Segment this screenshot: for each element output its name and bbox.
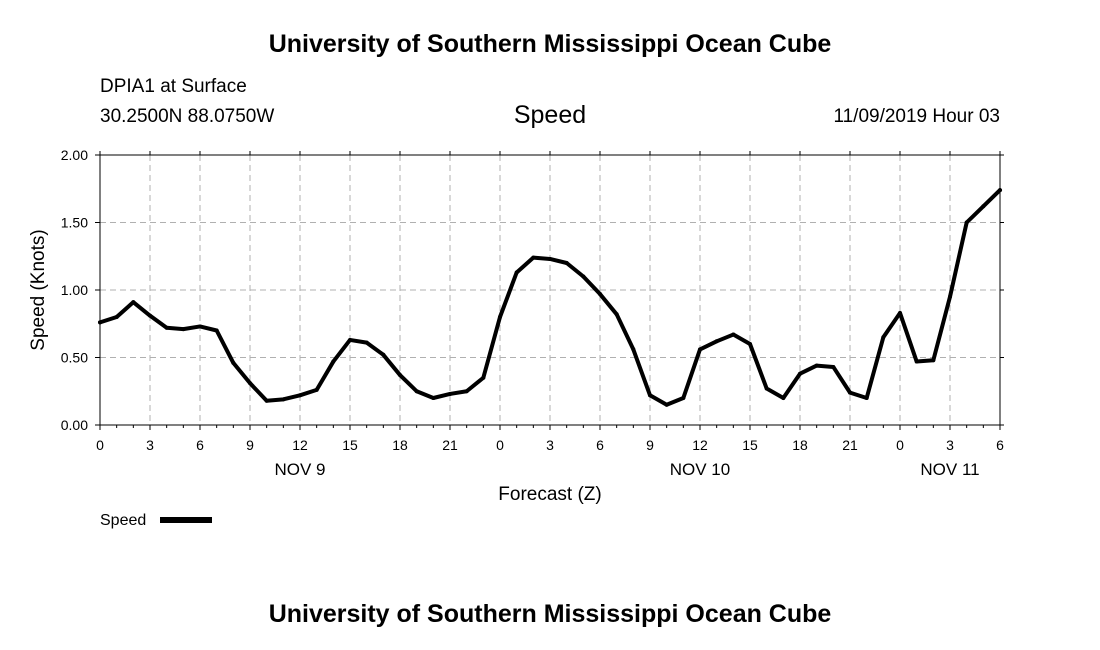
series-layer	[98, 188, 1002, 407]
data-point	[798, 371, 802, 376]
x-tick-label: 15	[742, 437, 758, 453]
day-label: NOV 9	[274, 460, 325, 479]
data-point	[498, 315, 502, 319]
y-tick-label: 0.00	[61, 417, 88, 433]
data-point	[631, 347, 636, 352]
x-tick-label: 9	[246, 437, 254, 453]
data-point	[348, 337, 352, 342]
data-point	[748, 342, 752, 346]
data-point	[964, 220, 969, 225]
data-point	[298, 393, 302, 398]
data-point	[531, 255, 536, 260]
data-point	[648, 393, 652, 398]
x-tick-label: 6	[196, 437, 204, 453]
data-point	[914, 359, 919, 364]
data-point	[564, 261, 569, 265]
data-point	[198, 324, 202, 329]
data-point	[581, 274, 586, 279]
x-tick-label: 18	[392, 437, 408, 453]
x-tick-label: 0	[496, 437, 504, 453]
data-point	[614, 312, 619, 317]
x-tick-label: 21	[842, 437, 858, 453]
data-point	[848, 390, 852, 395]
x-tick-label: 3	[946, 437, 954, 453]
data-point	[248, 381, 252, 386]
data-point	[114, 315, 119, 319]
x-tick-label: 0	[96, 437, 104, 453]
station-label: DPIA1 at Surface	[100, 76, 247, 97]
data-point	[231, 360, 236, 365]
chart-title: Speed	[513, 101, 587, 129]
x-tick-label: 9	[646, 437, 654, 453]
data-point	[898, 310, 902, 315]
y-tick-label: 2.00	[61, 147, 88, 163]
data-point	[714, 339, 719, 344]
data-point	[864, 396, 869, 400]
data-point	[381, 352, 386, 357]
data-point	[731, 332, 736, 337]
data-point	[948, 294, 952, 299]
data-point	[514, 270, 519, 275]
data-point	[764, 386, 769, 391]
data-point	[781, 396, 786, 400]
x-tick-label: 6	[596, 437, 604, 453]
data-point	[681, 396, 686, 400]
data-point	[598, 292, 602, 297]
x-tick-label: 15	[342, 437, 358, 453]
x-tick-label: 3	[146, 437, 154, 453]
x-tick-label: 21	[442, 437, 458, 453]
data-point	[664, 402, 669, 407]
data-point	[214, 328, 219, 333]
x-tick-label: 6	[996, 437, 1004, 453]
y-tick-label: 1.50	[61, 215, 88, 231]
data-point	[331, 359, 336, 364]
y-axis-label: Speed (Knots)	[28, 229, 49, 350]
data-point	[481, 375, 486, 380]
data-point	[831, 364, 836, 369]
data-point	[164, 325, 169, 330]
data-point	[931, 358, 936, 363]
data-point	[448, 391, 452, 396]
y-tick-label: 1.00	[61, 282, 88, 298]
data-point	[464, 389, 469, 394]
x-tick-label: 12	[692, 437, 708, 453]
legend-label: Speed	[100, 512, 146, 529]
x-tick-label: 12	[292, 437, 308, 453]
data-point	[548, 256, 552, 261]
day-label: NOV 10	[670, 460, 730, 479]
data-point	[364, 340, 369, 345]
x-axis-label: Forecast (Z)	[498, 484, 601, 505]
grid-lines	[100, 155, 1000, 425]
data-point	[314, 387, 319, 392]
footer-title: University of Southern Mississippi Ocean…	[268, 600, 832, 628]
x-tick-label: 3	[546, 437, 554, 453]
data-point	[814, 363, 819, 368]
main-title: University of Southern Mississippi Ocean…	[268, 30, 832, 58]
y-tick-label: 0.50	[61, 350, 88, 366]
data-point	[148, 313, 152, 318]
data-point	[431, 396, 436, 400]
datetime-label: 11/09/2019 Hour 03	[833, 106, 1000, 127]
data-point	[998, 188, 1002, 193]
x-tick-label: 18	[792, 437, 808, 453]
coordinates-label: 30.2500N 88.0750W	[100, 106, 275, 127]
data-point	[281, 397, 286, 402]
legend: Speed	[100, 512, 212, 529]
data-point	[181, 327, 186, 332]
data-point	[98, 320, 102, 325]
data-point	[698, 347, 702, 352]
data-point	[414, 389, 419, 394]
axis-ticks: 0 3 6 9 12 15 18 21 0 3 6 9 12 15 18 21 0 3 6 0.00 0.50 1.00 1…	[61, 147, 1004, 479]
day-label: NOV 11	[920, 460, 979, 479]
data-point	[398, 373, 402, 378]
data-point	[981, 204, 986, 209]
data-point	[881, 335, 886, 340]
x-tick-label: 0	[896, 437, 904, 453]
data-point	[131, 300, 136, 305]
data-point	[264, 398, 269, 403]
